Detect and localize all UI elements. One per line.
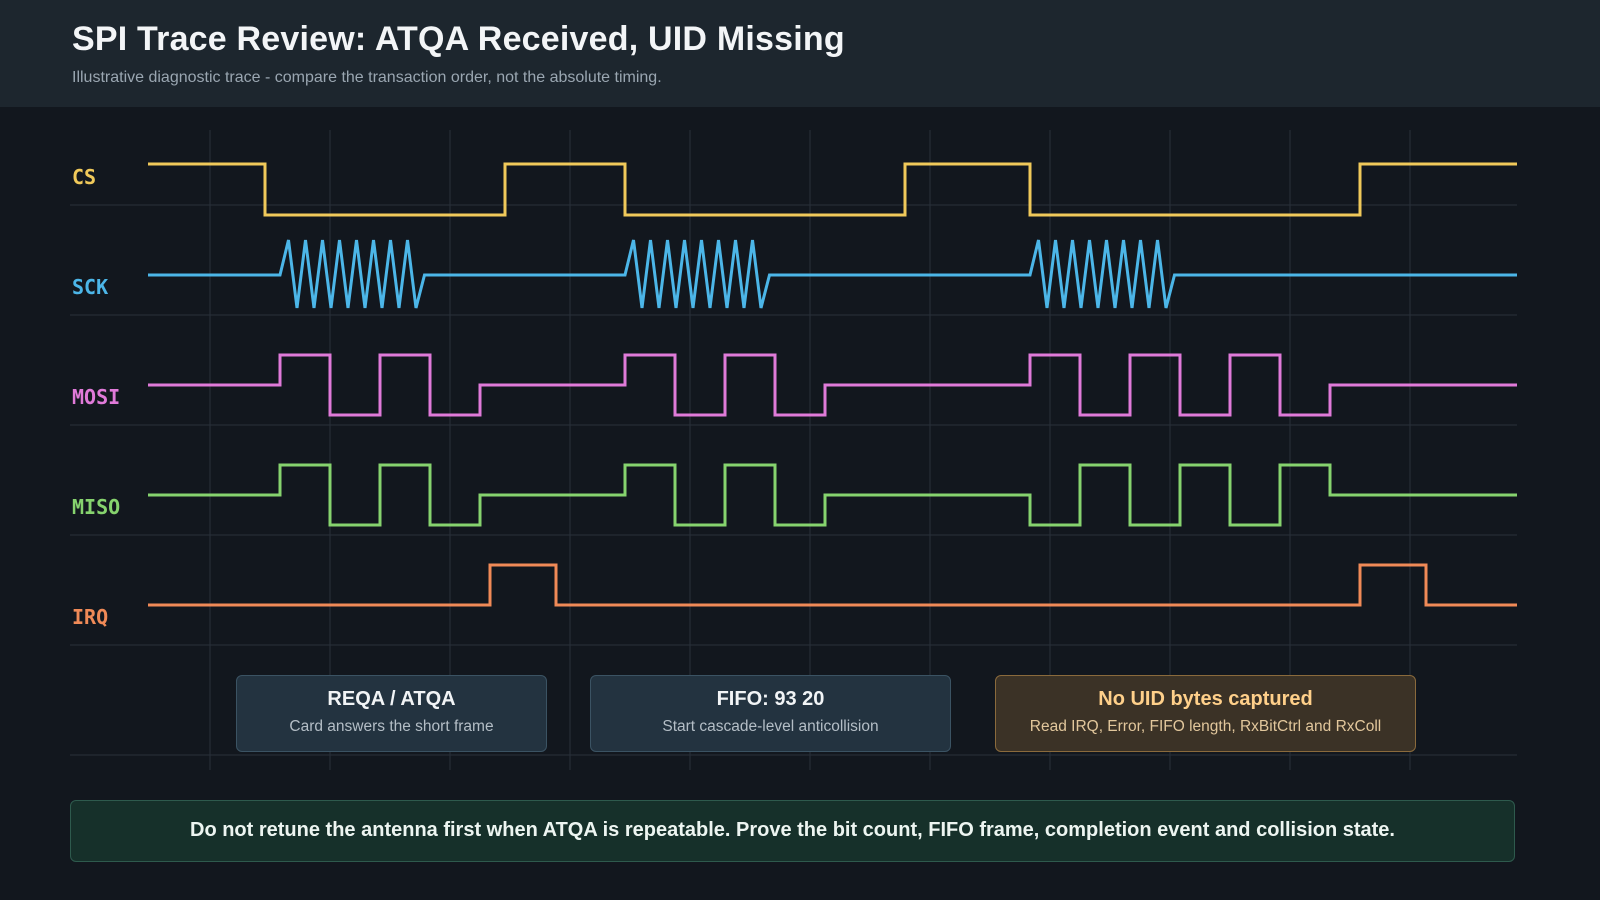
signal-label-miso: MISO — [72, 495, 120, 519]
grid — [70, 130, 1517, 770]
timing-diagram: CS SCK MOSI MISO IRQ — [70, 130, 1517, 770]
annotation-description: Read IRQ, Error, FIFO length, RxBitCtrl … — [1029, 718, 1382, 735]
header: SPI Trace Review: ATQA Received, UID Mis… — [0, 0, 1600, 107]
annotation-fifo: FIFO: 93 20 Start cascade-level anticoll… — [590, 675, 951, 752]
annotation-reqa-atqa: REQA / ATQA Card answers the short frame — [236, 675, 547, 752]
annotation-no-uid-warning: No UID bytes captured Read IRQ, Error, F… — [995, 675, 1416, 752]
waveform-miso — [148, 463, 1517, 527]
signal-label-mosi: MOSI — [72, 385, 120, 409]
footer-text: Do not retune the antenna first when ATQ… — [190, 819, 1395, 841]
annotation-title: No UID bytes captured — [1098, 688, 1313, 710]
page-subtitle: Illustrative diagnostic trace - compare … — [72, 69, 662, 86]
waveform-cs — [148, 162, 1517, 217]
page-title: SPI Trace Review: ATQA Received, UID Mis… — [72, 20, 845, 58]
signal-label-sck: SCK — [72, 275, 108, 299]
waveform-irq — [148, 563, 1517, 607]
annotation-description: Card answers the short frame — [289, 718, 494, 735]
footer-callout: Do not retune the antenna first when ATQ… — [70, 800, 1515, 862]
annotation-description: Start cascade-level anticollision — [662, 718, 879, 735]
signal-label-irq: IRQ — [72, 605, 108, 629]
waveform-mosi — [148, 353, 1517, 417]
signal-label-cs: CS — [72, 165, 96, 189]
annotation-title: REQA / ATQA — [327, 688, 456, 710]
annotation-title: FIFO: 93 20 — [716, 688, 825, 710]
waveform-sck — [148, 239, 1517, 309]
